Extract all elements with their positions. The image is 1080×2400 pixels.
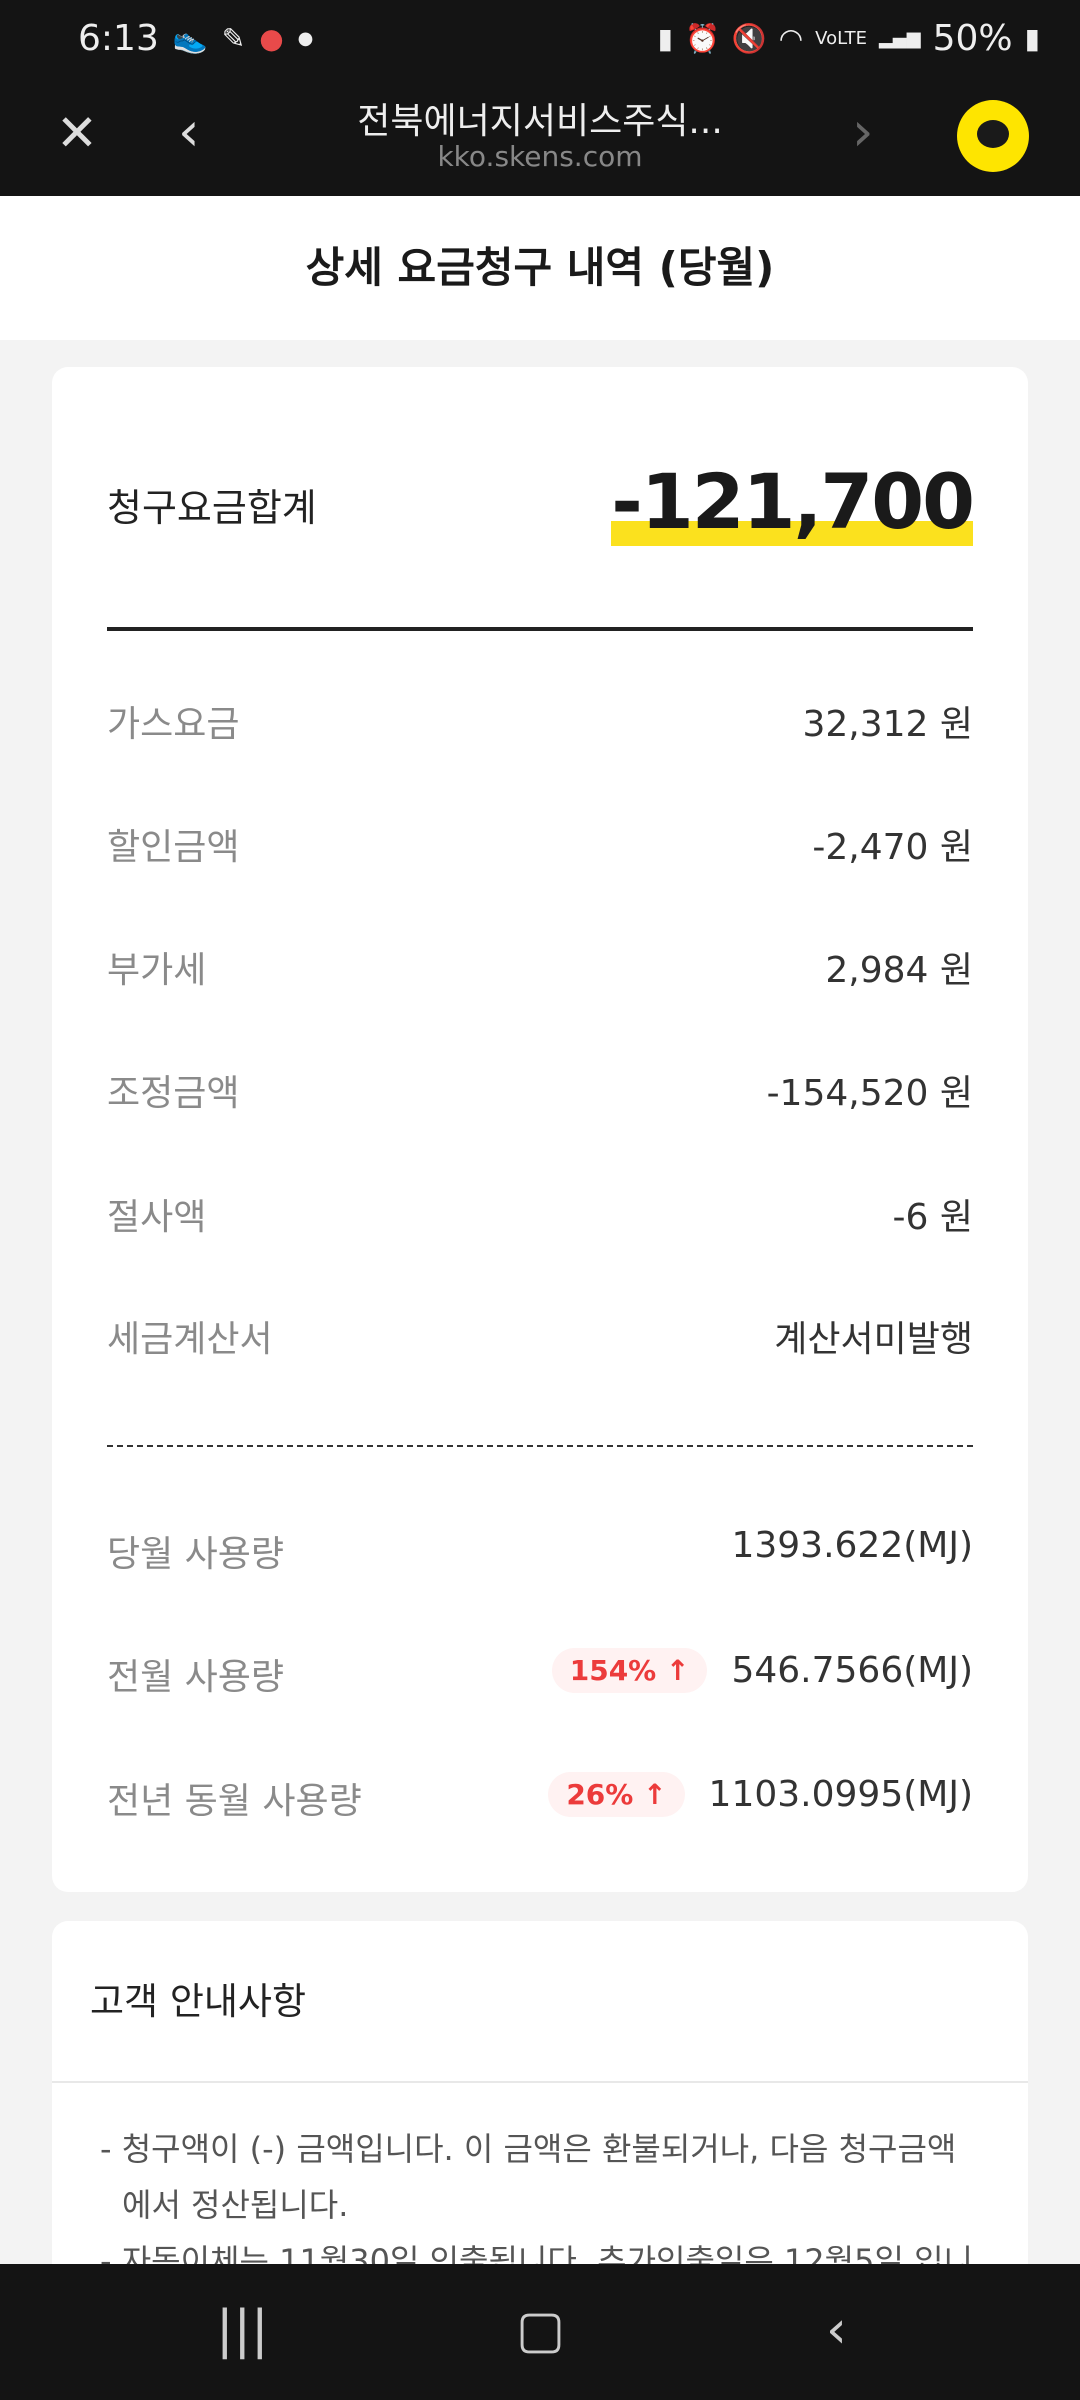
row-value: -154,520 원 [766,1073,973,1114]
row-label: 세금계산서 [107,1319,273,1360]
page-window-title: 전북에너지서비스주식... [357,101,723,142]
row-value: 32,312 원 [802,704,973,745]
row-label: 전년 동월 사용량 [107,1781,362,1822]
row-value: 2,984 원 [825,950,973,991]
status-bar: 6:13 👟 ✎ ● ● ▮ ⏰ 🔇 ◠ VoLTE ▂▄▆ 50% ▮ [0,0,1080,74]
dashed-divider [107,1445,973,1447]
row-label: 당월 사용량 [107,1534,285,1575]
row-value: 546.7566(MJ) [731,1650,973,1691]
change-badge: 154% ↑ [551,1648,708,1693]
row-value: 1393.622(MJ) [731,1525,973,1566]
bill-row: 절사액 -6 원 [107,1180,973,1240]
notice-title: 고객 안내사항 [90,1980,307,2023]
total-value: -121,700 [611,457,975,546]
pencil-icon: ✎ [221,21,246,55]
battery-icon: ▮ [1024,21,1040,55]
usage-row: 전월 사용량 154% ↑ 546.7566(MJ) [107,1640,973,1700]
total-label: 청구요금합계 [107,486,317,530]
home-icon[interactable]: ▢ [516,2300,566,2360]
shoe-icon: 👟 [172,21,208,55]
row-value: -6 원 [892,1197,973,1238]
row-label: 절사액 [107,1197,207,1238]
divider [52,2081,1028,2083]
mute-icon: 🔇 [731,21,767,55]
row-value: 계산서미발행 [774,1319,973,1360]
bill-row: 가스요금 32,312 원 [107,687,973,747]
battery-level: 50% [932,18,1013,59]
forward-icon[interactable]: › [852,100,874,163]
usage-row: 전년 동월 사용량 26% ↑ 1103.0995(MJ) [107,1764,973,1824]
signal-icon: ▂▄▆ [879,27,921,49]
system-nav-bar: ||| ▢ ‹ [0,2264,1080,2400]
bill-row: 부가세 2,984 원 [107,933,973,993]
clock: 6:13 [78,18,159,59]
row-label: 전월 사용량 [107,1657,285,1698]
alarm-icon: ⏰ [684,21,720,55]
bill-row: 할인금액 -2,470 원 [107,810,973,870]
url-text: kko.skens.com [437,140,643,173]
change-badge: 26% ↑ [548,1772,685,1817]
dot-icon: ● [297,27,314,49]
page-title: 상세 요금청구 내역 (당월) [0,196,1080,340]
browser-toolbar: ✕ ‹ 전북에너지서비스주식... kko.skens.com › [0,74,1080,196]
divider [107,627,973,631]
back-nav-icon[interactable]: ‹ [826,2300,847,2360]
battery-saver-icon: ▮ [657,21,673,55]
app-notification-icon: ● [259,21,284,55]
bill-row: 조정금액 -154,520 원 [107,1056,973,1116]
notice-card: 고객 안내사항 - 청구액이 (-) 금액입니다. 이 금액은 환불되거나, 다… [52,1921,1028,2336]
back-icon[interactable]: ‹ [178,100,200,163]
recent-apps-icon[interactable]: ||| [216,2300,269,2360]
close-icon[interactable]: ✕ [56,104,98,162]
row-label: 가스요금 [107,704,240,745]
kakao-chat-icon[interactable] [957,100,1029,172]
wifi-icon: ◠ [778,21,804,55]
row-label: 부가세 [107,950,207,991]
row-value: 1103.0995(MJ) [708,1774,973,1815]
row-value: -2,470 원 [812,827,973,868]
row-label: 조정금액 [107,1073,240,1114]
row-label: 할인금액 [107,827,240,868]
notice-line: - 청구액이 (-) 금액입니다. 이 금액은 환불되거나, 다음 청구금액에서… [100,2130,957,2224]
volte-icon: VoLTE [815,27,868,49]
bill-row: 세금계산서 계산서미발행 [107,1302,973,1362]
usage-row: 당월 사용량 1393.622(MJ) [107,1517,973,1577]
